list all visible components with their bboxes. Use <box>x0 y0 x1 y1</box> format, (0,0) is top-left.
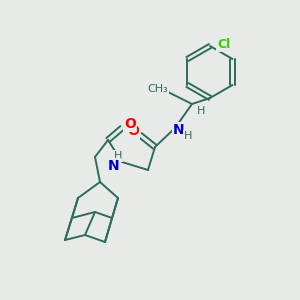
Text: N: N <box>108 159 120 173</box>
Text: CH₃: CH₃ <box>148 84 168 94</box>
Text: Cl: Cl <box>218 38 231 50</box>
Text: H: H <box>114 151 122 161</box>
Text: H: H <box>197 106 205 116</box>
Text: N: N <box>173 123 185 137</box>
Text: O: O <box>127 124 139 138</box>
Text: H: H <box>184 131 192 141</box>
Text: O: O <box>124 117 136 131</box>
